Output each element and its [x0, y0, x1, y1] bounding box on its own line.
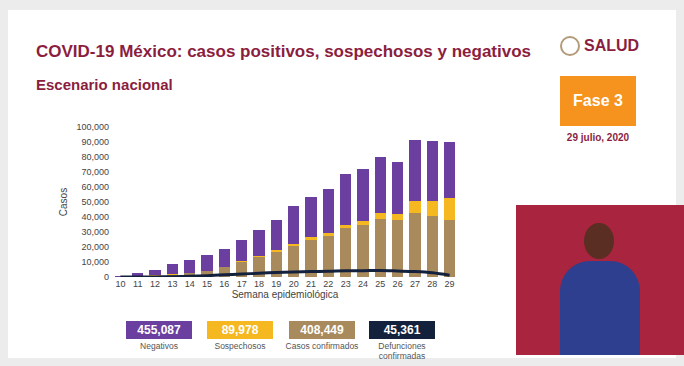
html-text:SALUD: SALUD — [584, 37, 640, 54]
html-text:COVID-19 México: casos positiv: COVID-19 México: casos positivos, sospec… — [36, 42, 532, 61]
svg-text:27: 27 — [410, 279, 420, 289]
html-text:Sospechosos: Sospechosos — [214, 341, 266, 351]
svg-text:80,000: 80,000 — [81, 152, 109, 162]
svg-text:23: 23 — [341, 279, 351, 289]
svg-text:14: 14 — [185, 279, 195, 289]
html-text:89,978: 89,978 — [221, 323, 259, 337]
svg-text:28: 28 — [427, 279, 437, 289]
svg-text:Semana epidemiológica: Semana epidemiológica — [232, 289, 339, 300]
svg-text:21: 21 — [306, 279, 316, 289]
svg-text:20: 20 — [289, 279, 299, 289]
html-text:Escenario nacional: Escenario nacional — [36, 76, 173, 93]
svg-text:25: 25 — [375, 279, 385, 289]
html-text:408,449: 408,449 — [300, 323, 344, 337]
html-text:Casos confirmados: Casos confirmados — [285, 341, 359, 351]
html-text:Negativos: Negativos — [140, 341, 178, 351]
svg-text:22: 22 — [323, 279, 333, 289]
svg-text:90,000: 90,000 — [81, 137, 109, 147]
svg-text:18: 18 — [254, 279, 264, 289]
svg-text:40,000: 40,000 — [81, 212, 109, 222]
svg-text:15: 15 — [202, 279, 212, 289]
svg-text:12: 12 — [150, 279, 160, 289]
svg-text:10,000: 10,000 — [81, 257, 109, 267]
svg-text:29: 29 — [445, 279, 455, 289]
svg-text:20,000: 20,000 — [81, 242, 109, 252]
html-text:Defunciones confirmadas: Defunciones confirmadas — [378, 341, 426, 361]
svg-text:30,000: 30,000 — [81, 227, 109, 237]
svg-text:19: 19 — [271, 279, 281, 289]
svg-text:100,000: 100,000 — [76, 122, 109, 132]
html-text:45,361: 45,361 — [383, 323, 421, 337]
html-text:Fase 3: Fase 3 — [573, 92, 623, 109]
svg-text:70,000: 70,000 — [81, 167, 109, 177]
svg-text:26: 26 — [393, 279, 403, 289]
svg-text:10: 10 — [115, 279, 125, 289]
html-text:455,087: 455,087 — [137, 323, 181, 337]
svg-text:16: 16 — [219, 279, 229, 289]
html-text:29 julio, 2020: 29 julio, 2020 — [566, 132, 630, 143]
svg-text:50,000: 50,000 — [81, 197, 109, 207]
svg-text:Casos: Casos — [58, 188, 69, 216]
svg-text:17: 17 — [237, 279, 247, 289]
svg-text:60,000: 60,000 — [81, 182, 109, 192]
svg-text:13: 13 — [167, 279, 177, 289]
svg-text:0: 0 — [104, 272, 109, 282]
svg-text:24: 24 — [358, 279, 368, 289]
svg-text:11: 11 — [133, 279, 142, 289]
